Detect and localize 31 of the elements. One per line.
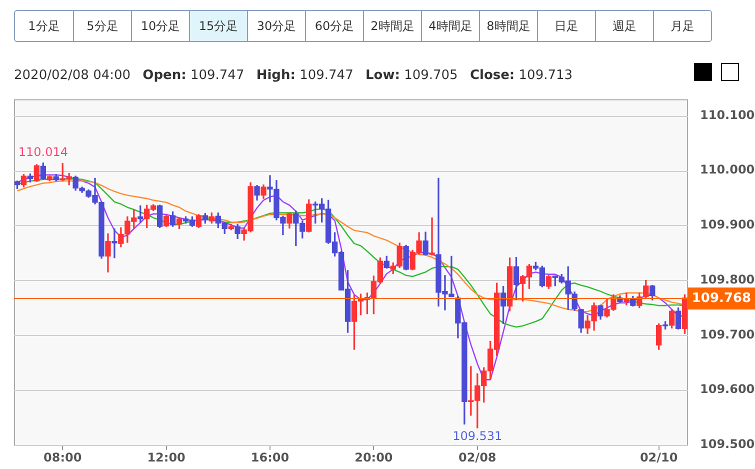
text: 15分足 xyxy=(189,11,247,41)
y-tick-label: 109.600 xyxy=(700,382,755,396)
text: 日足 xyxy=(537,11,595,41)
text: 週足 xyxy=(595,11,653,41)
x-tick-label: 08:00 xyxy=(44,450,82,464)
x-tick-label: 20:00 xyxy=(354,450,393,464)
text: 1分足 xyxy=(27,18,61,35)
text: 60分足 xyxy=(305,11,363,41)
text: 8時間足 xyxy=(479,11,537,41)
text: 5分足 xyxy=(73,11,131,41)
text: 月足 xyxy=(653,11,711,41)
text: 10分足 xyxy=(131,11,189,41)
y-tick-label: 109.700 xyxy=(700,327,755,342)
annotation: 109.531 xyxy=(452,429,502,444)
candlestick xyxy=(112,228,118,258)
candlestick xyxy=(429,217,435,256)
text: 2時間足 xyxy=(363,11,421,41)
text: 30分足 xyxy=(247,11,305,41)
text: 4時間足 xyxy=(421,11,479,41)
x-tick-label: 16:00 xyxy=(250,450,290,464)
y-tick-label: 109.500 xyxy=(700,437,755,452)
text: 2020/02/08 04:00 Open: 109.747 High: 109.747 Low: 109.705 Close: 109.713 xyxy=(14,68,573,83)
annotation: 110.014 xyxy=(18,144,68,159)
y-tick-label: 110.100 xyxy=(700,108,755,122)
x-tick-label: 02/10 xyxy=(640,450,678,464)
y-tick-label: 110.000 xyxy=(700,162,755,177)
x-tick-label: 12:00 xyxy=(147,450,186,464)
x-tick-label: 02/08 xyxy=(458,450,496,464)
ref-line-label: 109.768 xyxy=(692,290,752,306)
y-tick-label: 109.800 xyxy=(700,272,755,286)
y-tick-label: 109.900 xyxy=(700,218,755,232)
